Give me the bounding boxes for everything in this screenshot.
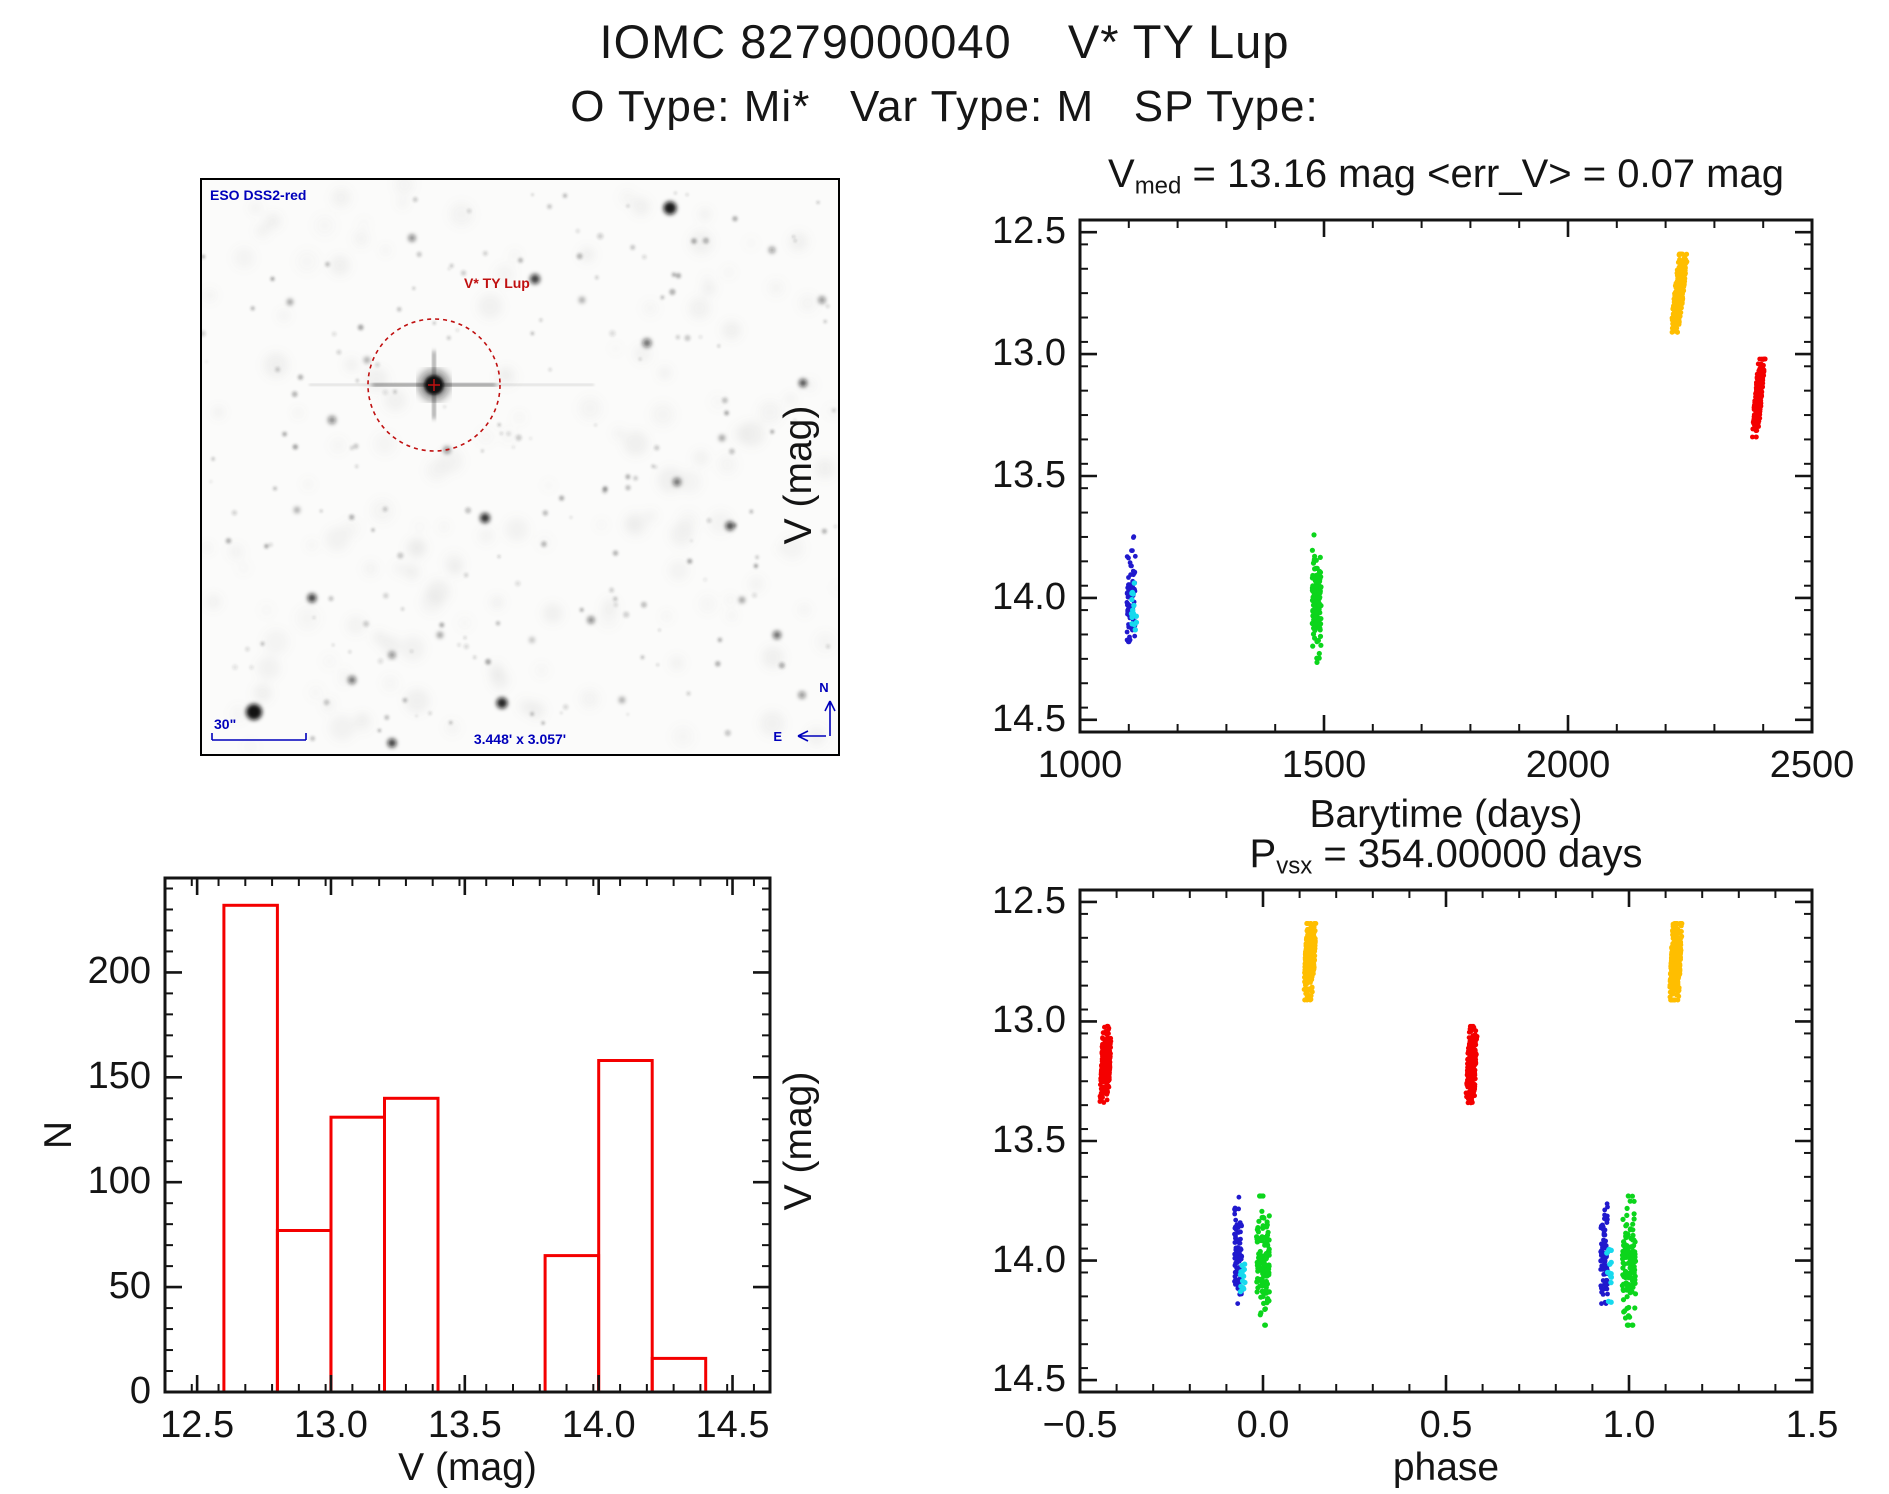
x-tick-label: 13.5: [427, 1404, 502, 1446]
cluster-epoch-1-cyan: [1128, 580, 1140, 633]
x-tick-label: 2000: [1525, 744, 1611, 786]
cluster-epoch-4-red: [1750, 356, 1768, 440]
axes: [1078, 218, 1814, 734]
y-tick-label: 100: [87, 1160, 151, 1203]
y-tick-label: 13.0: [992, 332, 1066, 375]
y-tick-label: 12.5: [992, 879, 1066, 922]
compass-icon: [797, 700, 836, 742]
survey-label: ESO DSS2-red: [210, 187, 306, 203]
x-tick-label: 1000: [1037, 744, 1123, 786]
y-tick-label: 0: [129, 1370, 151, 1412]
lightcurve-plot: [1078, 218, 1814, 734]
cluster-phase-red-a: [1097, 1023, 1114, 1105]
compass-east-label: E: [773, 729, 782, 744]
y-tick-label: 14.5: [992, 1358, 1066, 1401]
cluster-epoch-3-orange: [1669, 251, 1690, 335]
x-tick-label: 14.0: [561, 1404, 636, 1446]
histogram-plot: [163, 876, 772, 1394]
y-tick-label: 150: [87, 1055, 151, 1098]
histogram-bars: [222, 903, 708, 1394]
page-title: IOMC 8279000040 V* TY Lup: [599, 15, 1290, 68]
faint-stars: [202, 191, 837, 741]
x-tick-label: 0.5: [1419, 1404, 1473, 1446]
axes: [163, 876, 772, 1394]
x-tick-label: 13.0: [293, 1404, 368, 1446]
y-tick-label: 12.5: [992, 210, 1066, 253]
x-tick-label: 0.0: [1236, 1404, 1290, 1446]
y-tick-label: 13.0: [992, 999, 1066, 1042]
fov-label: 3.448' x 3.057': [474, 731, 566, 747]
x-tick-label: 1.5: [1785, 1404, 1839, 1446]
x-tick-label: 12.5: [160, 1404, 235, 1446]
cluster-epoch-2-green: [1309, 532, 1324, 665]
target-label: V* TY Lup: [464, 275, 530, 291]
cluster-phase-green-b: [1619, 1193, 1639, 1328]
x-tick-label: 14.5: [695, 1404, 770, 1446]
finding-chart: ESO DSS2-red V* TY Lup 3.448' x 3.057' 3…: [200, 178, 840, 756]
cluster-phase-green-a: [1254, 1193, 1272, 1328]
cluster-phase-orange-a: [1301, 921, 1319, 1003]
cluster-phase-blue-b: [1598, 1201, 1611, 1306]
cluster-phase-blue-a: [1232, 1194, 1245, 1306]
scale-bar-label: 30": [214, 716, 236, 732]
phase-plot-xlabel: phase: [1392, 1446, 1500, 1489]
y-tick-label: 13.5: [992, 1119, 1066, 1161]
target-marker-circle: [367, 318, 501, 452]
x-tick-label: 2500: [1769, 744, 1855, 786]
lightcurve-ylabel: V (mag): [777, 405, 820, 545]
y-tick-label: 200: [87, 950, 151, 993]
y-tick-label: 14.0: [992, 575, 1066, 618]
field-stars: [246, 201, 826, 748]
phase-plot: [1078, 888, 1814, 1394]
y-tick-label: 13.5: [992, 454, 1066, 496]
x-tick-label: 1500: [1281, 744, 1367, 786]
compass-north-label: N: [819, 680, 828, 695]
scale-bar: [211, 733, 307, 741]
target-cross-icon: [428, 379, 440, 391]
sky-noise: [203, 180, 838, 754]
page-subtitle: O Type: Mi* Var Type: M SP Type:: [570, 82, 1319, 131]
cluster-phase-cyan-a: [1237, 1261, 1248, 1295]
lightcurve-xlabel: Barytime (days): [1309, 793, 1583, 836]
finding-chart-annotations: ESO DSS2-red V* TY Lup 3.448' x 3.057' 3…: [210, 187, 836, 747]
lightcurve-title: Vmed = 13.16 mag <err_V> = 0.07 mag: [1108, 152, 1784, 200]
cluster-phase-red-b: [1463, 1023, 1480, 1106]
cluster-phase-cyan-b: [1604, 1246, 1614, 1305]
x-tick-label: −0.5: [1042, 1404, 1118, 1446]
y-tick-label: 50: [108, 1265, 151, 1308]
y-tick-label: 14.0: [992, 1238, 1066, 1281]
y-tick-label: 14.5: [992, 697, 1066, 740]
cluster-phase-orange-b: [1667, 921, 1685, 1003]
phase-plot-title: Pvsx = 354.00000 days: [1249, 832, 1643, 880]
histogram-xlabel: V (mag): [398, 1446, 537, 1489]
axes: [1078, 888, 1814, 1394]
x-tick-label: 1.0: [1602, 1404, 1656, 1446]
finding-chart-image: ESO DSS2-red V* TY Lup 3.448' x 3.057' 3…: [202, 180, 838, 754]
